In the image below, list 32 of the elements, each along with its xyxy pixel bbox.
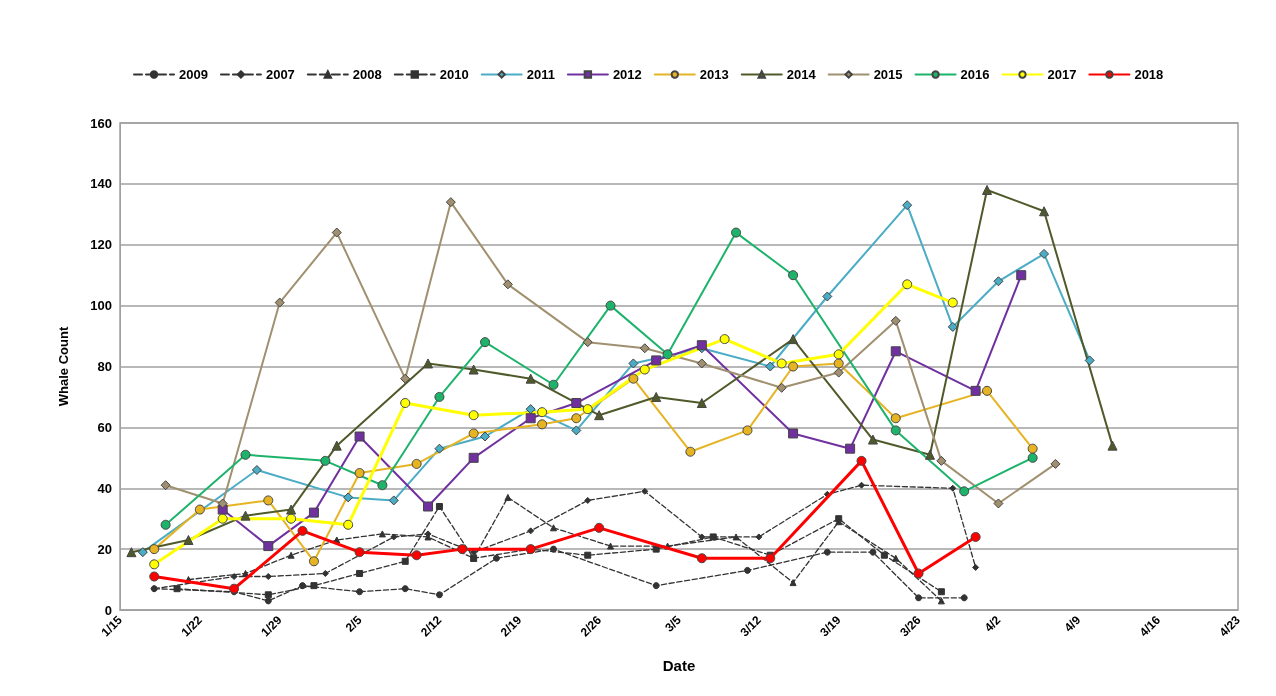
y-tick-label: 0: [104, 602, 112, 618]
x-tick-label: 3/26: [897, 612, 924, 640]
legend-label: 2010: [439, 67, 469, 82]
legend-label: 2013: [699, 67, 729, 82]
x-tick-label: 4/9: [1061, 612, 1084, 635]
legend-label: 2008: [352, 67, 382, 82]
legend-label: 2007: [265, 67, 295, 82]
y-tick-label: 160: [90, 115, 112, 131]
y-tick-label: 100: [90, 298, 112, 314]
x-tick-label: 4/16: [1136, 612, 1164, 640]
y-tick-label: 140: [90, 176, 112, 192]
legend-label: 2017: [1047, 67, 1077, 82]
y-axis-title: Whale Count: [56, 326, 71, 407]
legend-label: 2012: [612, 67, 642, 82]
legend-label: 2014: [786, 67, 817, 82]
legend-label: 2015: [873, 67, 903, 82]
x-tick-label: 2/5: [342, 612, 365, 635]
y-tick-label: 60: [97, 419, 112, 435]
x-tick-label: 3/5: [662, 612, 685, 635]
y-tick-label: 20: [97, 541, 112, 557]
y-tick-label: 120: [90, 237, 112, 253]
x-tick-label: 4/23: [1216, 612, 1244, 640]
x-axis-title: Date: [662, 657, 696, 674]
y-tick-label: 80: [97, 359, 112, 374]
legend-label: 2009: [179, 67, 208, 82]
x-tick-label: 3/12: [737, 612, 765, 640]
x-tick-label: 3/19: [817, 612, 844, 640]
legend-label: 2011: [526, 67, 555, 82]
y-tick-label: 40: [97, 480, 112, 496]
legend-label: 2016: [960, 67, 990, 82]
legend-label: 2018: [1134, 67, 1164, 82]
x-tick-label: 4/2: [981, 612, 1004, 635]
